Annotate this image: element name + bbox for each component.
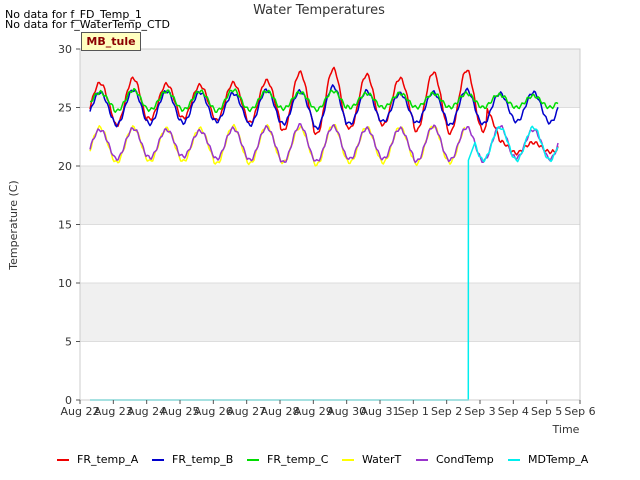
- no-data-message-1: No data for f_FD_Temp_1: [5, 8, 142, 21]
- x-tick-label: Aug 26: [194, 405, 233, 418]
- y-tick-label: 20: [58, 160, 72, 173]
- x-tick-label: Aug 29: [294, 405, 333, 418]
- x-tick-label: Aug 25: [161, 405, 200, 418]
- x-tick-label: Sep 4: [498, 405, 529, 418]
- x-tick-label: Aug 31: [361, 405, 400, 418]
- shaded-band: [80, 49, 580, 108]
- x-tick-label: Sep 5: [531, 405, 562, 418]
- x-axis-label: Time: [552, 423, 580, 436]
- legend-swatch: [57, 459, 69, 461]
- legend-swatch: [247, 459, 259, 461]
- series-line-fr-temp-a: [89, 66, 559, 156]
- legend-label: FR_temp_C: [267, 453, 329, 466]
- x-tick-label: Sep 3: [464, 405, 495, 418]
- x-tick-label: Aug 28: [261, 405, 300, 418]
- x-tick-label: Sep 6: [564, 405, 595, 418]
- y-tick-label: 15: [58, 219, 72, 232]
- y-tick-label: 0: [65, 394, 72, 407]
- series-line-fr-temp-c: [89, 87, 559, 113]
- x-tick-label: Sep 2: [431, 405, 462, 418]
- series-line-watert: [89, 123, 466, 167]
- y-tick-label: 10: [58, 277, 72, 290]
- no-data-message-2: No data for f_WaterTemp_CTD: [5, 18, 170, 31]
- legend-swatch: [416, 459, 428, 461]
- y-axis-label: Temperature (C): [7, 180, 20, 270]
- legend-label: FR_temp_B: [172, 453, 234, 466]
- series-line-fr-temp-b: [89, 84, 559, 131]
- series-line-mdtemp-a: [90, 125, 559, 401]
- x-tick-label: Aug 22: [61, 405, 100, 418]
- legend-swatch: [152, 459, 164, 461]
- legend-label: CondTemp: [436, 453, 494, 466]
- legend-label: MDTemp_A: [528, 453, 589, 466]
- x-tick-label: Aug 23: [94, 405, 133, 418]
- y-tick-label: 25: [58, 102, 72, 115]
- x-tick-label: Aug 30: [327, 405, 366, 418]
- legend-swatch: [342, 459, 354, 461]
- chart-title: Water Temperatures: [253, 3, 385, 18]
- legend-label: FR_temp_A: [77, 453, 139, 466]
- x-tick-label: Sep 1: [398, 405, 429, 418]
- x-tick-label: Aug 24: [127, 405, 166, 418]
- y-tick-label: 5: [65, 336, 72, 349]
- legend-label: WaterT: [362, 453, 402, 466]
- legend-swatch: [508, 459, 520, 461]
- y-tick-label: 30: [58, 43, 72, 56]
- shaded-band: [80, 166, 580, 225]
- shaded-band: [80, 283, 580, 342]
- site-badge: MB_tule: [81, 32, 141, 51]
- x-tick-label: Aug 27: [227, 405, 266, 418]
- chart-legend: FR_temp_A FR_temp_B FR_temp_C WaterT Con…: [0, 450, 640, 470]
